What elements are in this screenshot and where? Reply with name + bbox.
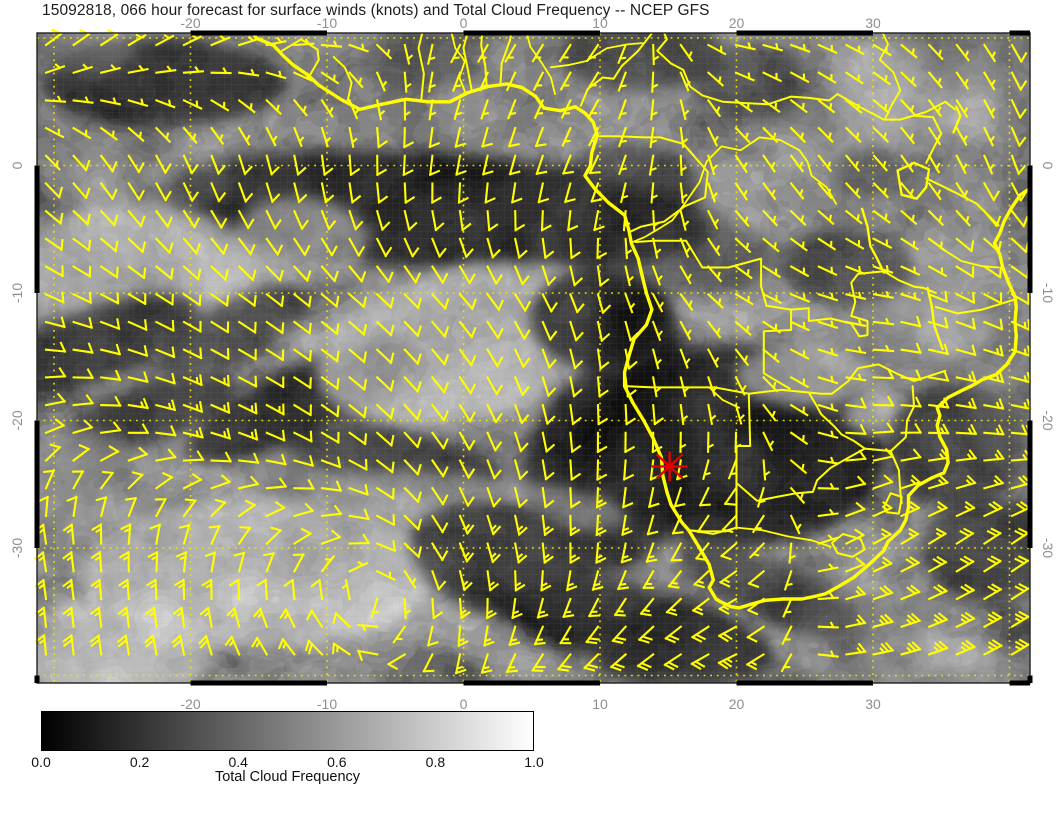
- colorbar-tick-label: 0.6: [327, 754, 347, 770]
- top-axis-tick-label: 0: [460, 15, 468, 31]
- bottom-axis-tick-label: -20: [180, 696, 200, 712]
- location-marker-star: [651, 451, 688, 482]
- top-axis-tick-label: 30: [865, 15, 881, 31]
- colorbar-label: Total Cloud Frequency: [214, 769, 361, 785]
- axis-tick-labels: -20 -20 -10 -10 0 0 10 10 20 20 30 30 0 0 -10 -10 -20 -20…: [9, 15, 1056, 712]
- plot-title: 15092818, 066 hour forecast for surface …: [42, 2, 710, 19]
- colorbar-tick-label: 0.4: [228, 754, 248, 770]
- colorbar-tick-label: 1.0: [524, 754, 544, 770]
- top-axis-tick-label: 10: [592, 15, 608, 31]
- right-axis-tick-label: -10: [1040, 283, 1056, 303]
- colorbar: 0.0 0.2 0.4 0.6 0.8 1.0 Total Cloud Frequency: [31, 711, 544, 785]
- top-axis-tick-label: 20: [729, 15, 745, 31]
- fine-mesh-texture: [37, 33, 1030, 683]
- right-axis-tick-label: 0: [1040, 162, 1056, 170]
- bottom-axis-tick-label: 30: [865, 696, 881, 712]
- bottom-axis-tick-label: 0: [460, 696, 468, 712]
- colorbar-tick-label: 0.2: [129, 754, 150, 770]
- colorbar-gradient: [41, 711, 534, 751]
- map-frame: [34, 30, 1033, 686]
- top-axis-tick-label: -10: [317, 15, 337, 31]
- left-axis-tick-label: -20: [9, 410, 25, 430]
- left-axis-tick-label: 0: [9, 161, 25, 169]
- colorbar-tick-label: 0.8: [425, 754, 446, 770]
- bottom-axis-tick-label: 20: [729, 696, 745, 712]
- bottom-axis-tick-label: -10: [317, 696, 337, 712]
- left-axis-tick-label: -10: [9, 283, 25, 303]
- left-axis-tick-label: -30: [9, 538, 25, 558]
- colorbar-tick-label: 0.0: [31, 754, 51, 770]
- bottom-axis-tick-label: 10: [592, 696, 608, 712]
- colorbar-tick-row: 0.0 0.2 0.4 0.6 0.8 1.0: [31, 751, 543, 770]
- right-axis-tick-label: -30: [1040, 538, 1056, 558]
- wind-barb-layer: [34, 28, 1033, 675]
- top-axis-tick-label: -20: [180, 15, 200, 31]
- right-axis-tick-label: -20: [1040, 410, 1056, 430]
